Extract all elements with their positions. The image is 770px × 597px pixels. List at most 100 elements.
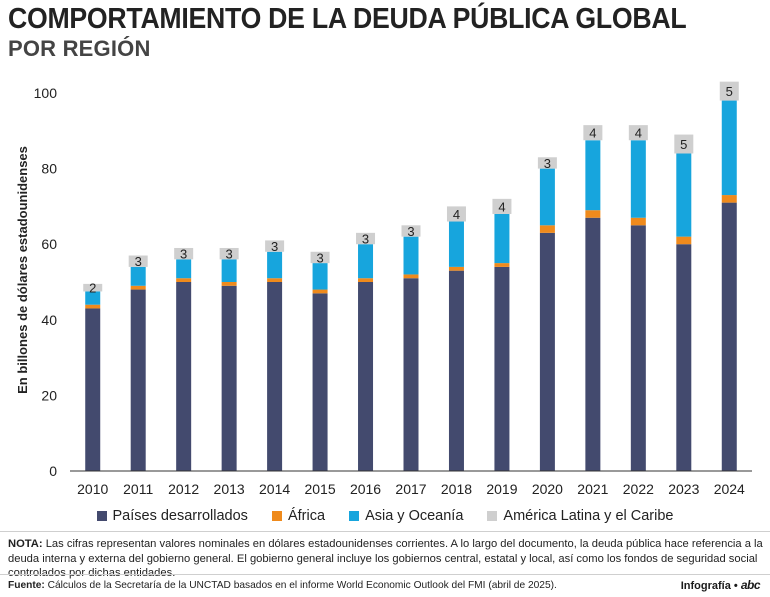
bar-segment xyxy=(176,259,192,279)
data-label: 2 xyxy=(89,281,96,296)
legend-label-latam: América Latina y el Caribe xyxy=(503,508,674,524)
chart-title: COMPORTAMIENTO DE LA DEUDA PÚBLICA GLOBA… xyxy=(8,3,687,35)
data-label: 5 xyxy=(726,84,733,99)
bar-segment xyxy=(358,282,374,471)
legend-label-asia: Asia y Oceanía xyxy=(365,508,464,524)
data-label: 3 xyxy=(407,224,414,239)
legend-item-africa: África xyxy=(271,508,325,524)
y-tick-label: 60 xyxy=(41,236,57,252)
chart-legend: Países desarrollados África Asia y Ocean… xyxy=(0,508,770,525)
bar-segment xyxy=(676,244,692,471)
legend-item-desarrollados: Países desarrollados xyxy=(96,508,248,524)
stacked-bar-chart: 0 20 40 60 80 100 En billones de dólares estad… xyxy=(15,81,752,497)
bar-segment xyxy=(265,240,285,252)
data-label: 3 xyxy=(544,156,551,171)
bar-segment xyxy=(221,282,237,286)
bar-segment xyxy=(585,217,601,471)
bar-segment xyxy=(219,247,239,260)
bar-segment xyxy=(539,232,555,471)
bar-segment xyxy=(721,100,737,196)
abc-logo: abc xyxy=(740,578,761,592)
x-tick-label: 2012 xyxy=(168,481,199,497)
source-label: Fuente: xyxy=(8,580,45,591)
legend-swatch-latam xyxy=(487,511,498,521)
bar-segment xyxy=(448,221,464,267)
bar-segment xyxy=(312,289,328,294)
bar-segment xyxy=(356,232,376,245)
divider-top xyxy=(0,531,770,532)
bar-segment xyxy=(310,251,330,264)
bar-segment xyxy=(312,293,328,471)
bar-segment xyxy=(176,278,192,282)
bar-segment xyxy=(85,304,101,309)
data-label: 4 xyxy=(498,199,505,214)
x-tick-label: 2010 xyxy=(77,481,108,497)
bar-segment xyxy=(448,270,464,471)
bar-segment xyxy=(403,274,419,279)
divider-bottom xyxy=(0,574,770,575)
bar-segment xyxy=(448,266,464,271)
data-label: 3 xyxy=(271,239,278,254)
legend-swatch-africa xyxy=(271,511,282,521)
x-tick-label: 2022 xyxy=(623,481,654,497)
bar-segment xyxy=(85,291,101,305)
x-tick-label: 2018 xyxy=(441,481,472,497)
data-label: 3 xyxy=(180,247,187,262)
x-tick-label: 2017 xyxy=(395,481,426,497)
x-tick-label: 2021 xyxy=(577,481,608,497)
note-text: Las cifras representan valores nominales… xyxy=(8,538,763,579)
legend-label-desarrollados: Países desarrollados xyxy=(112,508,248,524)
bar-segment xyxy=(130,289,146,471)
chart-subtitle: POR REGIÓN xyxy=(8,36,151,61)
data-label: 4 xyxy=(635,126,642,141)
bar-segment xyxy=(403,236,419,275)
x-tick-label: 2015 xyxy=(304,481,335,497)
bar-segment xyxy=(585,140,601,211)
footnote: NOTA: Las cifras representan valores nom… xyxy=(8,537,764,581)
bar-segment xyxy=(492,198,512,214)
bar-segment xyxy=(539,168,555,226)
bar-segment xyxy=(130,285,146,290)
bar-segment xyxy=(85,308,101,471)
bar-segment xyxy=(494,263,510,267)
bar-segment xyxy=(83,283,103,292)
bar-segment xyxy=(128,255,148,267)
bar-segment xyxy=(358,244,374,279)
note-label: NOTA: xyxy=(8,538,43,550)
x-tick-label: 2024 xyxy=(714,481,745,497)
y-tick-label: 20 xyxy=(41,387,57,403)
data-label: 3 xyxy=(362,232,369,247)
legend-item-latam: América Latina y el Caribe xyxy=(487,508,673,524)
data-label: 3 xyxy=(135,254,142,269)
bar-segment xyxy=(721,202,737,471)
bar-segment xyxy=(539,225,555,233)
bar-segment xyxy=(267,282,283,471)
bar-segment xyxy=(719,81,739,101)
bar-segment xyxy=(494,266,510,471)
legend-swatch-asia xyxy=(349,511,360,521)
credit-text: Infografía • xyxy=(680,580,738,592)
legend-swatch-desarrollados xyxy=(96,511,107,521)
bar-segment xyxy=(630,225,646,471)
y-tick-label: 0 xyxy=(49,463,57,479)
data-label: 3 xyxy=(226,247,233,262)
x-tick-label: 2016 xyxy=(350,481,381,497)
bar-segment xyxy=(403,278,419,471)
data-label: 3 xyxy=(316,250,323,265)
bar-segment xyxy=(585,210,601,218)
y-tick-label: 40 xyxy=(41,312,57,328)
bar-segment xyxy=(401,225,421,237)
bar-segment xyxy=(130,266,146,286)
bar-segment xyxy=(630,217,646,226)
bar-segment xyxy=(676,236,692,245)
bar-segment xyxy=(583,125,603,141)
data-label: 4 xyxy=(589,126,596,141)
bar-segment xyxy=(630,140,646,218)
x-tick-label: 2023 xyxy=(668,481,699,497)
x-tick-label: 2020 xyxy=(532,481,563,497)
bar-segment xyxy=(174,247,194,260)
bar-segment xyxy=(267,278,283,282)
x-tick-label: 2011 xyxy=(123,481,153,497)
credit: Infografía • abc xyxy=(680,578,761,592)
source-line: Fuente: Cálculos de la Secretaría de la … xyxy=(8,580,608,591)
